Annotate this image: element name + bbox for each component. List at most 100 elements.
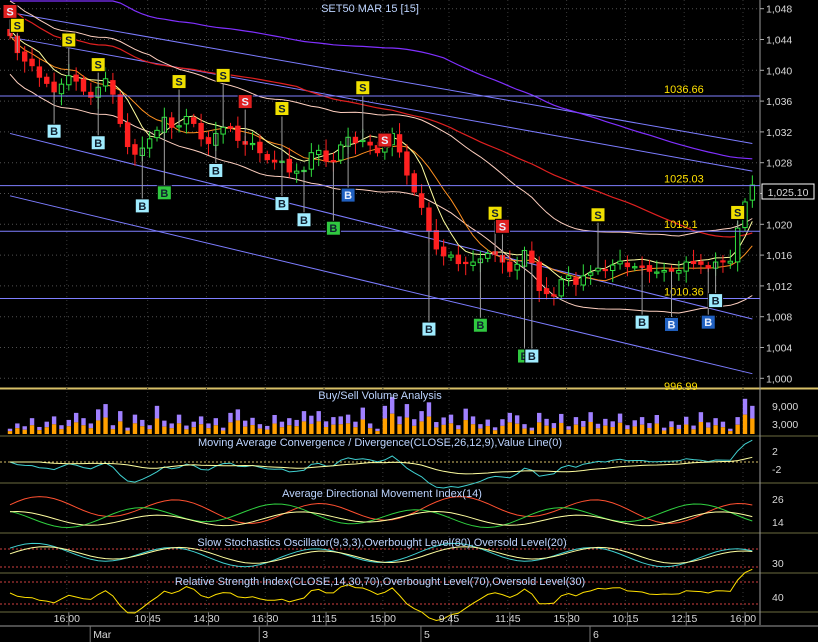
volume-bar-sell [566,426,571,430]
volume-bar-sell [676,424,682,429]
macd-signal-line [10,456,753,475]
volume-bar-buy [88,428,94,434]
candle-body [271,159,278,163]
rsi-tick-40: 40 [772,592,784,604]
volume-bar-buy [434,427,439,434]
signal-label: S [734,207,741,219]
candle-body [338,144,344,161]
volume-bar-sell [750,405,755,419]
candle-body [367,141,373,146]
volume-bar-buy [309,423,314,434]
candle-body [727,260,733,264]
volume-bar-buy [441,424,446,434]
volume-bar-sell [647,423,652,428]
volume-bar-buy [206,428,211,434]
signal-label: S [6,6,13,18]
volume-bar-sell [125,427,130,431]
volume-bar-buy [573,424,579,434]
buy-signal [472,317,488,333]
candle-body [80,78,87,92]
volume-bar-sell [360,407,365,420]
sell-signal [237,94,253,110]
volume-bar-sell [140,419,145,427]
candle-body [463,261,469,265]
volume-bar-sell [610,421,615,428]
time-label: 11:15 [311,613,337,625]
volume-bar-buy [96,420,101,434]
buy-signal [700,314,716,330]
volume-bar-sell [206,423,211,429]
date-label: 5 [424,629,430,641]
candle-body [470,261,476,266]
candle-body [308,152,315,170]
candle-body [404,151,410,176]
trend-line [9,12,753,144]
candle-body [73,74,79,82]
buy-signal [524,348,540,364]
candle-body [720,260,726,263]
volume-bar-buy [691,429,696,434]
sell-signal [730,204,746,220]
volume-bar-sell [419,411,424,422]
volume-bar-buy [191,427,196,434]
volume-bar-buy [419,421,424,434]
volume-bar-sell [720,421,726,428]
volume-bar-sell [272,414,277,424]
volume-bar-sell [243,420,248,427]
volume-bar-buy [184,429,189,434]
time-label: 10:15 [612,613,638,625]
volume-bar-buy [684,424,689,434]
candle-body [514,263,520,271]
candle-body [690,260,697,265]
price-tick-label: 1,016 [766,250,792,262]
volume-bar-buy [287,425,292,434]
axes: 1,0481,0441,0401,0361,0321,0281,0241,020… [54,4,792,642]
candle-body [455,254,462,265]
volume-bar-buy [375,431,380,434]
volume-bar-sell [294,419,299,427]
sell-signal [355,80,371,96]
adx-line [9,510,753,527]
volume-bar-buy [265,429,270,434]
buy-signal [46,123,62,139]
volume-bar-sell [198,416,204,425]
signal-label: S [278,104,285,116]
volume-bar-sell [184,425,189,430]
volume-bar-buy [198,424,204,434]
buy-signal [340,187,356,203]
candle-body [154,129,160,139]
candle-body [22,51,28,62]
volume-bar-buy [110,429,116,434]
volume-bar-sell [588,412,593,422]
volume-bar-sell [228,412,233,423]
volume-bar-sell [573,417,579,425]
stochastic-d [9,546,753,564]
candle-body [639,265,645,268]
volume-bar-sell [713,418,718,426]
volume-bar-sell [595,423,601,429]
volume-bar-buy [228,422,233,434]
candle-body [587,272,594,276]
volume-bar-sell [375,428,380,432]
volume-bar-buy [470,424,476,434]
sell-signal [494,218,510,234]
bollinger-upper [9,0,753,237]
candle-body [227,126,234,129]
buy-signal [634,314,650,330]
volume-bar-buy [588,421,593,434]
volume-bar-buy [162,426,167,434]
volume-bar-sell [559,413,564,423]
candle-body [580,275,586,286]
candle-body [646,265,653,272]
volume-bar-sell [441,417,446,425]
volume-bar-sell [132,414,138,424]
candle-body [235,125,241,141]
volume-bar-sell [353,421,358,428]
signal-label: B [476,320,484,332]
signal-label: B [344,190,352,202]
volume-bar-buy [632,426,637,434]
volume-bar-sell [529,427,535,431]
volume-bar-sell [345,414,351,424]
